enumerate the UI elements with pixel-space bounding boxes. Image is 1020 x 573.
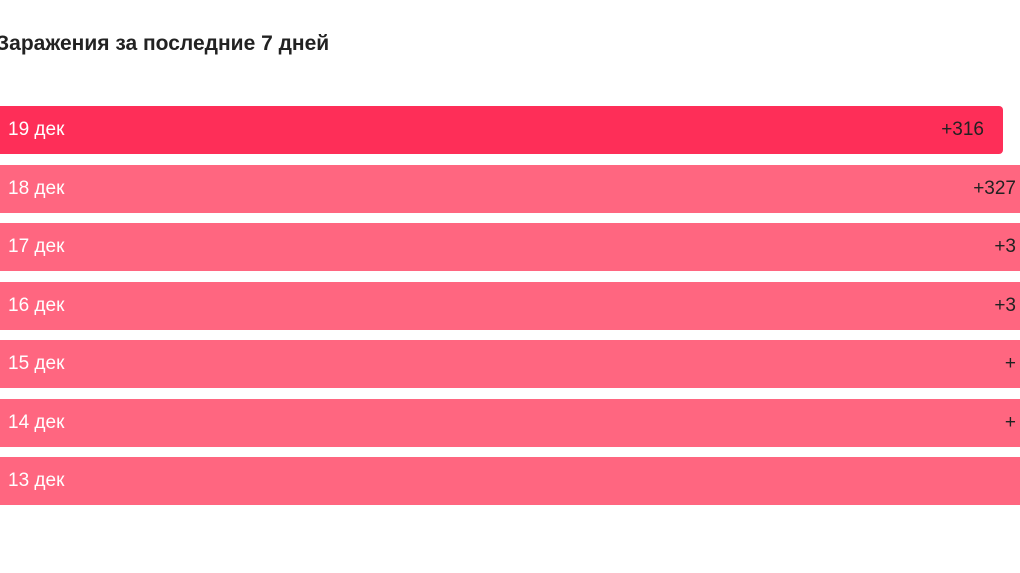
day-bar: 16 дек +3 <box>0 281 1020 330</box>
day-label: 15 дек <box>8 353 65 374</box>
day-bar: 13 дек <box>0 457 1020 505</box>
title: Заражения за последние 7 дней <box>0 32 330 55</box>
day-label: 18 дек <box>8 177 65 199</box>
day-value: +327 <box>973 177 1016 199</box>
day-bar: 15 дек + <box>0 340 1020 388</box>
day-label: 16 дек <box>8 294 65 316</box>
day-value: + <box>1004 353 1016 374</box>
day-value: +3 <box>994 236 1016 257</box>
day-label: 13 дек <box>8 470 65 491</box>
day-value: +316 <box>941 119 984 140</box>
day-bar: 18 дек +327 <box>0 164 1020 213</box>
day-bar: 17 дек +3 <box>0 223 1020 271</box>
day-bar: 19 дек +316 <box>0 106 1003 154</box>
day-label: 17 дек <box>8 236 65 257</box>
day-label: 14 дек <box>8 411 65 433</box>
day-label: 19 дек <box>8 119 65 140</box>
day-value: +3 <box>994 294 1016 316</box>
day-value: + <box>1004 411 1016 433</box>
day-bar: 14 дек + <box>0 398 1020 447</box>
